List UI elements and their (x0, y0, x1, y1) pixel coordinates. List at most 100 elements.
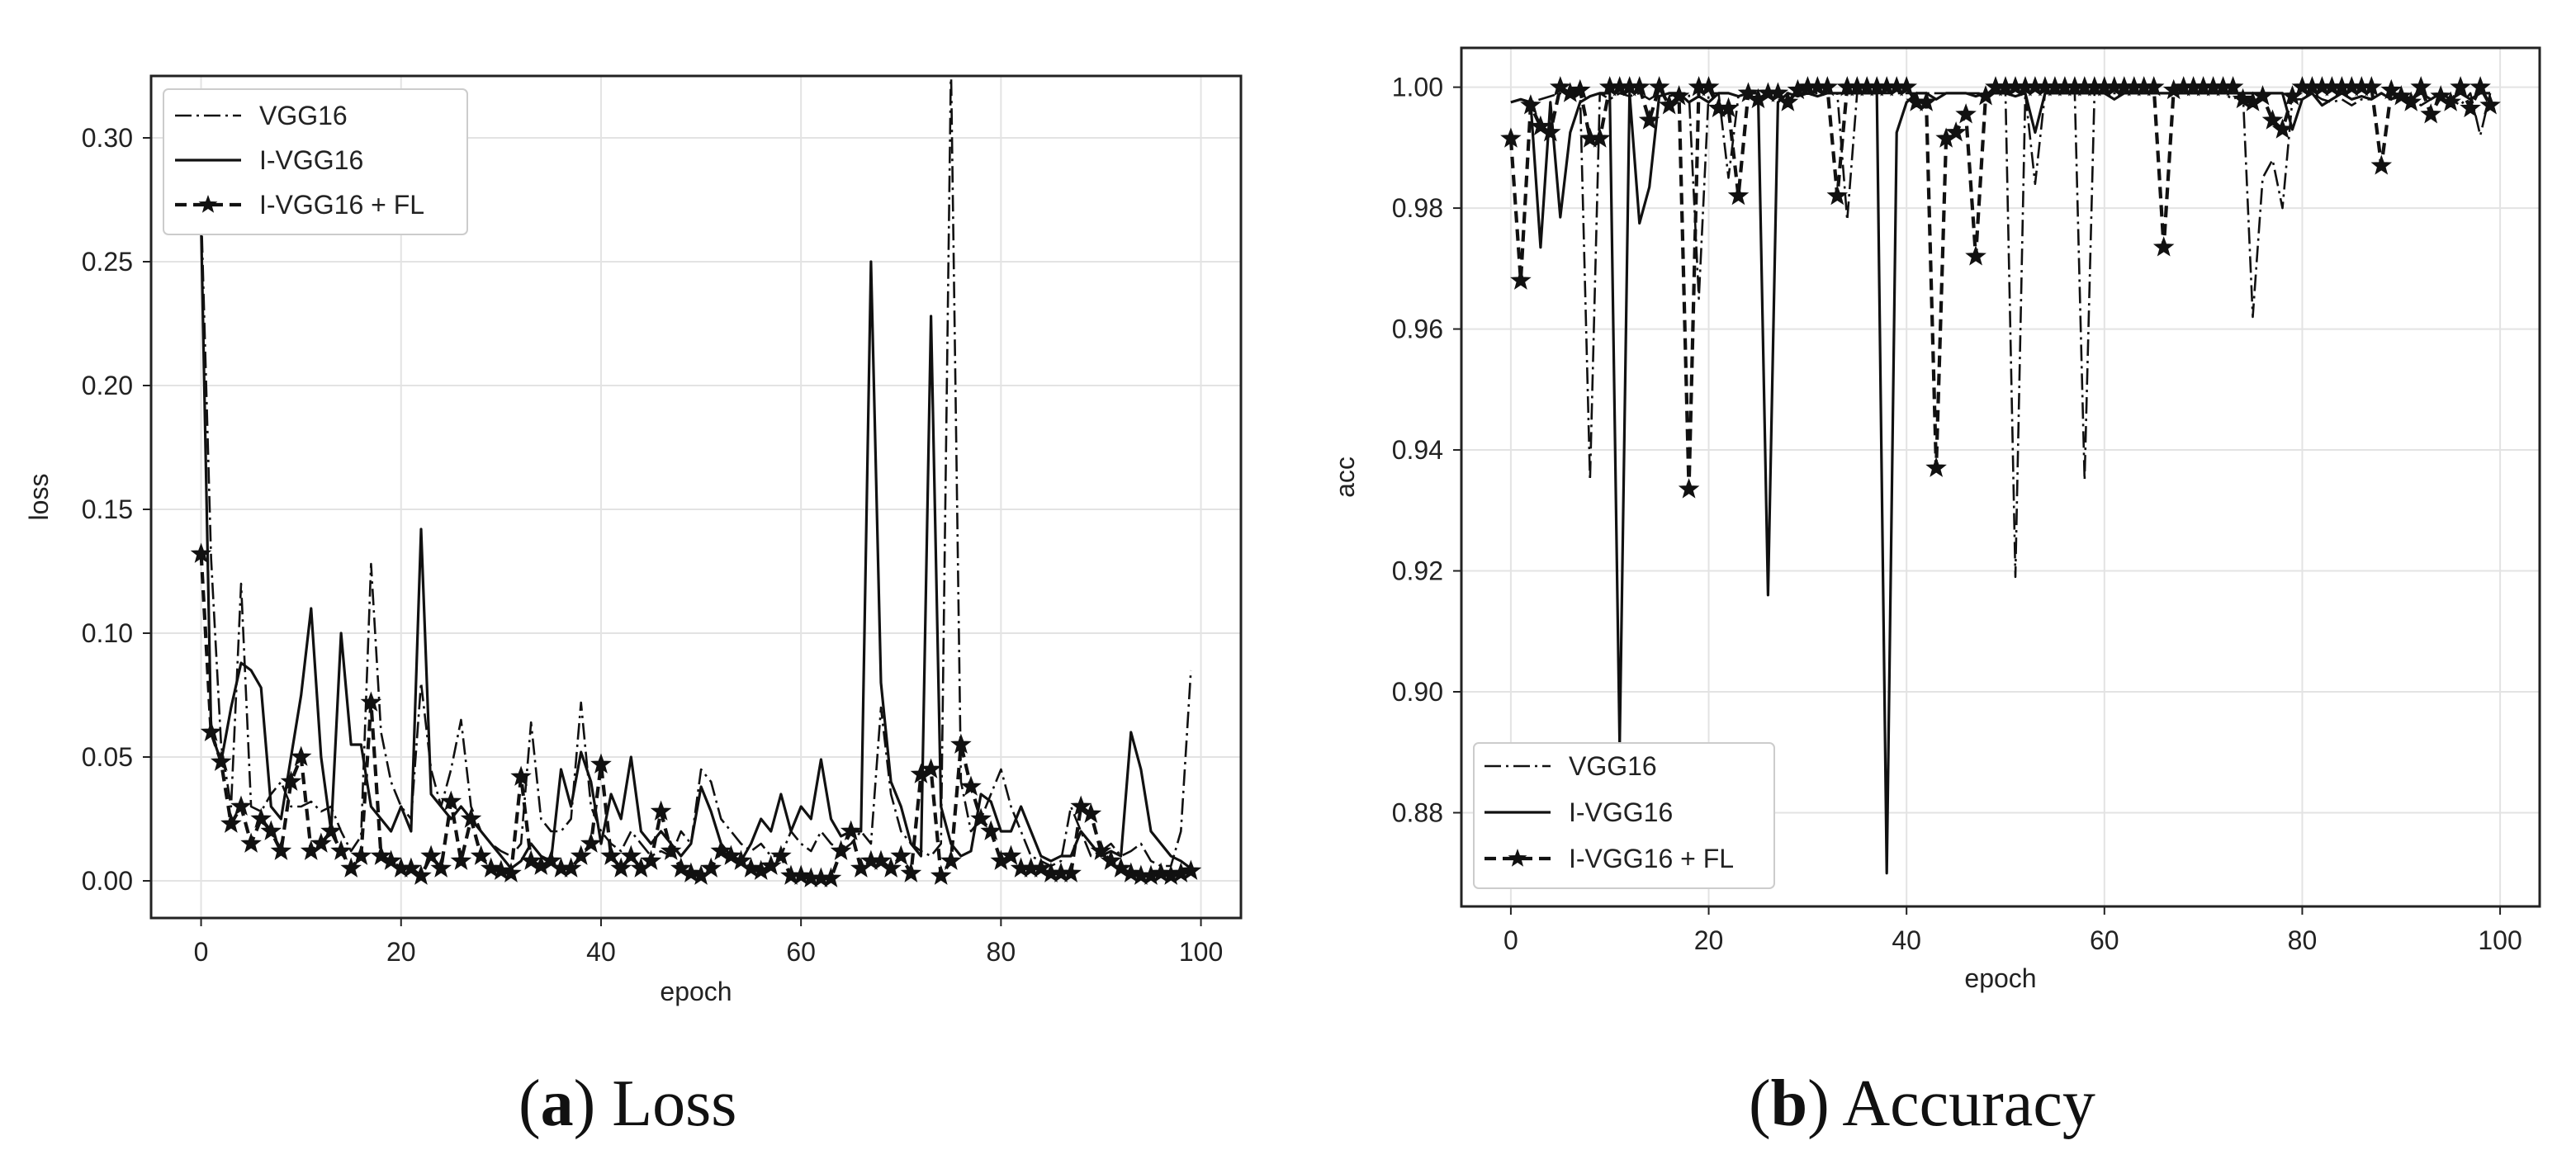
x-axis-label: epoch (660, 977, 732, 1006)
star-marker (2479, 94, 2501, 115)
legend-entries: VGG16 I-VGG16 I-VGG16 + FL (1485, 751, 1734, 873)
star-marker (420, 845, 442, 865)
star-marker (970, 807, 992, 828)
star-marker (700, 857, 722, 878)
legend-entries: VGG16 I-VGG16 I-VGG16 + FL (175, 101, 424, 220)
star-marker (1530, 115, 1551, 136)
star-marker (1500, 127, 1522, 148)
y-axis-label: loss (24, 474, 54, 521)
star-marker (370, 845, 392, 865)
tick-group: 0 20 40 60 80 100 0.00 0.05 0.10 0.15 0.20 0.25 0.30 (82, 123, 1224, 967)
star-marker (1510, 269, 1532, 290)
star-marker (840, 820, 862, 840)
star-marker (520, 849, 542, 870)
star-marker (2380, 78, 2403, 100)
y-tick-label: 0.05 (82, 742, 133, 772)
x-tick-label: 100 (2478, 925, 2522, 955)
star-marker (620, 845, 642, 865)
star-marker (310, 832, 332, 853)
star-marker (580, 832, 602, 853)
y-tick-label: 0.96 (1392, 315, 1443, 344)
caption-a: (a) Loss (519, 1067, 737, 1140)
star-marker (890, 845, 912, 865)
legend-label: I-VGG16 + FL (259, 190, 424, 220)
star-marker (820, 867, 842, 887)
x-tick-label: 60 (2090, 925, 2119, 955)
star-marker (2390, 85, 2413, 106)
star-marker (1628, 76, 1650, 97)
star-marker (2400, 91, 2422, 111)
star-marker (1767, 82, 1789, 102)
star-marker (590, 753, 612, 774)
star-marker (880, 857, 902, 878)
star-marker (940, 849, 962, 870)
star-marker (1727, 184, 1750, 206)
accuracy-chart: 0 20 40 60 80 100 0.88 0.90 0.92 0.94 0.96 0.98 1.00… (1330, 46, 2541, 993)
star-marker (960, 775, 982, 796)
star-marker (1678, 478, 1700, 499)
star-marker (660, 840, 682, 860)
star-marker (560, 857, 582, 878)
star-marker (1000, 845, 1022, 865)
star-marker (1717, 97, 1740, 118)
x-tick-label: 0 (194, 937, 209, 967)
star-marker (1955, 103, 1977, 124)
y-tick-label: 0.90 (1392, 677, 1443, 707)
star-marker (1030, 857, 1052, 878)
legend-star (198, 195, 218, 213)
star-marker (440, 790, 462, 811)
y-tick-label: 0.25 (82, 247, 133, 277)
caption-letter: b (1770, 1067, 1808, 1140)
x-tick-label: 20 (1694, 925, 1724, 955)
legend-label: VGG16 (1569, 751, 1657, 781)
legend: VGG16 I-VGG16 I-VGG16 + FL (163, 88, 468, 235)
star-marker (2261, 109, 2284, 130)
star-marker (1945, 121, 1967, 142)
star-marker (470, 845, 492, 865)
series-group (1500, 76, 2501, 875)
star-marker (200, 721, 222, 741)
star-marker (1550, 76, 1571, 97)
star-marker (2420, 103, 2441, 124)
series-group (190, 76, 1202, 887)
star-marker (2410, 76, 2432, 97)
star-marker (1570, 78, 1591, 100)
star-marker (2450, 76, 2471, 97)
star-marker (330, 840, 352, 860)
star-marker (1180, 859, 1202, 880)
star-marker (2143, 76, 2165, 97)
legend: VGG16 I-VGG16 I-VGG16 + FL (1473, 742, 1775, 889)
x-tick-label: 20 (386, 937, 416, 967)
star-marker (211, 750, 232, 771)
star-marker (920, 758, 942, 778)
x-tick-label: 60 (786, 937, 816, 967)
star-marker (1090, 840, 1112, 860)
star-marker (1110, 857, 1132, 878)
legend-label: I-VGG16 + FL (1569, 844, 1734, 873)
star-marker (1540, 121, 1561, 142)
y-axis-label: acc (1330, 457, 1360, 498)
star-marker (500, 862, 522, 882)
star-marker (280, 770, 302, 791)
star-marker (1965, 245, 1986, 266)
star-marker (2361, 76, 2383, 97)
y-tick-label: 0.30 (82, 123, 133, 153)
star-marker (260, 820, 282, 840)
x-tick-label: 0 (1503, 925, 1518, 955)
y-tick-label: 0.20 (82, 371, 133, 400)
star-marker (830, 840, 852, 860)
star-marker (770, 845, 792, 865)
legend-label: I-VGG16 (259, 145, 363, 175)
caption-text: Loss (612, 1067, 737, 1140)
x-axis-label: epoch (1964, 963, 2036, 993)
star-marker (2232, 88, 2254, 109)
star-marker (2370, 154, 2393, 175)
legend-box (1473, 742, 1775, 889)
y-tick-label: 0.98 (1392, 193, 1443, 223)
star-marker (2440, 91, 2461, 111)
star-marker (1737, 82, 1759, 102)
star-marker (600, 845, 622, 865)
star-marker (360, 691, 382, 712)
star-marker (250, 807, 272, 828)
star-marker (2271, 118, 2294, 139)
